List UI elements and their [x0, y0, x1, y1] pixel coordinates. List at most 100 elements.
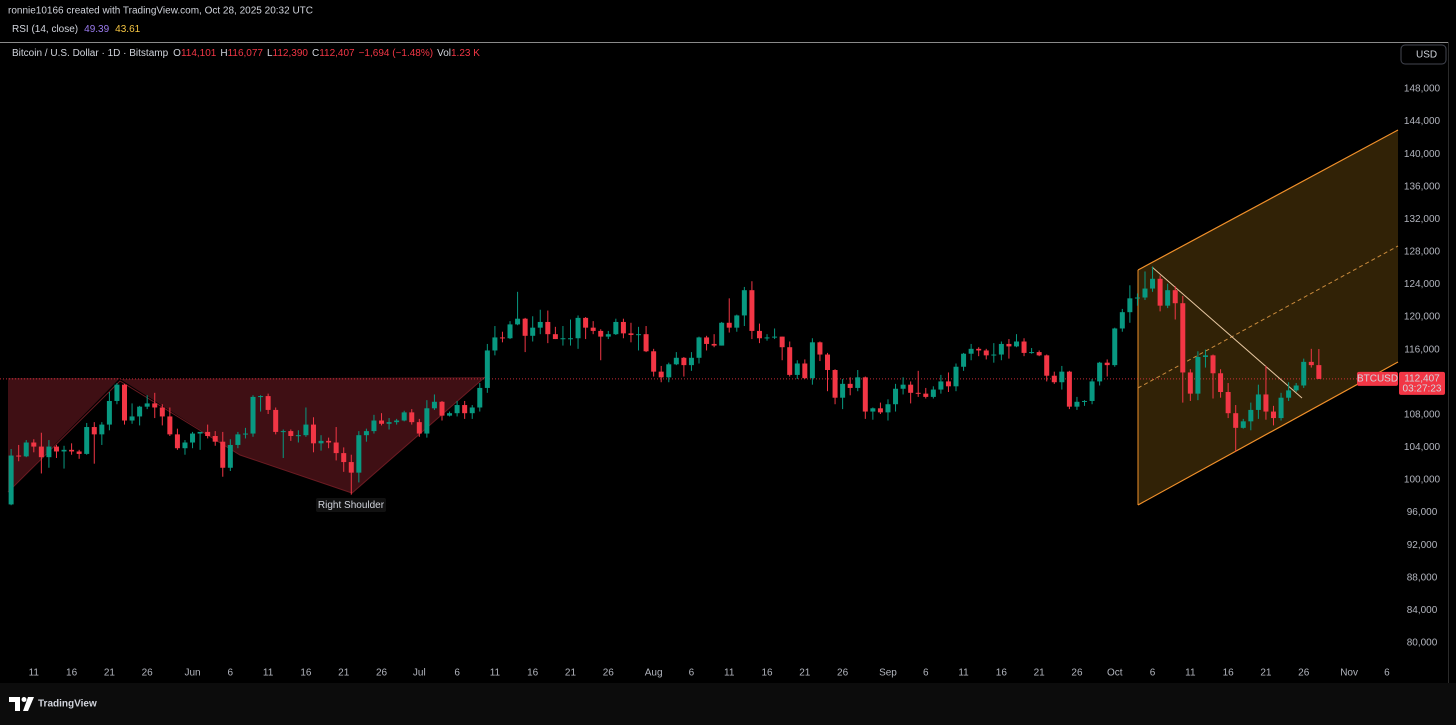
left-shoulder-fill: [8, 378, 120, 492]
candle-body: [756, 330, 762, 339]
x-tick-label: 6: [689, 668, 695, 679]
candle-body: [1218, 373, 1224, 393]
candle-body: [968, 348, 974, 354]
legend-value: 1.23 K: [451, 48, 480, 59]
candle-body: [1157, 278, 1163, 306]
candle-body: [379, 420, 385, 424]
legend-prefix: C: [312, 48, 319, 59]
candle-body: [303, 424, 309, 436]
indicator-value: 43.61: [115, 24, 140, 35]
last-price-label: 112,407: [1404, 374, 1440, 385]
candle-body: [91, 427, 97, 435]
candle-body: [1270, 411, 1276, 419]
y-tick-label: 140,000: [1404, 149, 1441, 160]
candle-body: [764, 337, 770, 339]
candle-body: [704, 337, 710, 344]
candle-body: [190, 433, 196, 443]
candle-body: [197, 431, 203, 434]
y-tick-label: 100,000: [1404, 475, 1441, 486]
candle-body: [205, 431, 211, 436]
candle-body: [696, 337, 702, 358]
candle-body: [1059, 371, 1065, 383]
candle-body: [1112, 328, 1118, 366]
candle-body: [1233, 413, 1239, 428]
candle-body: [560, 338, 566, 340]
candle-body: [99, 424, 105, 435]
candle-body: [893, 388, 899, 405]
candle-body: [409, 412, 415, 423]
x-tick-label: Jun: [184, 668, 200, 679]
candle-body: [53, 446, 59, 452]
logo-mark: [9, 697, 20, 711]
candle-body: [174, 434, 180, 449]
candle-body: [1225, 392, 1231, 414]
candle-body: [1210, 355, 1216, 374]
y-tick-label: 124,000: [1404, 279, 1441, 290]
candle-body: [643, 334, 649, 352]
candle-body: [628, 333, 634, 335]
candle-body: [953, 366, 959, 387]
candle-body: [961, 353, 967, 367]
currency[interactable]: USD: [1416, 50, 1437, 61]
candle-body: [23, 442, 29, 457]
currency-button[interactable]: [1400, 44, 1447, 65]
candle-body: [583, 317, 589, 328]
head-shoulder-fill: [120, 377, 485, 493]
footer-bar: [0, 683, 1456, 725]
x-tick-label: 16: [1223, 668, 1235, 679]
candle-body: [666, 364, 672, 378]
candle-body: [1104, 362, 1110, 366]
candle-body: [144, 403, 150, 407]
y-tick-label: 104,000: [1404, 442, 1441, 453]
x-tick-label: 16: [66, 668, 78, 679]
candle-body: [855, 377, 861, 388]
candle-body: [1036, 352, 1042, 356]
x-tick-label: Sep: [879, 668, 897, 679]
y-tick-label: 88,000: [1407, 572, 1438, 583]
candle-body: [862, 377, 868, 412]
candle-body: [159, 407, 165, 417]
x-tick-label: 11: [490, 668, 501, 679]
candle-body: [1248, 409, 1254, 422]
x-tick-label: 26: [1298, 668, 1310, 679]
candle-body: [295, 435, 301, 437]
candle-body: [356, 435, 362, 473]
x-tick-label: 26: [376, 668, 388, 679]
indicator-name: RSI (14, close): [12, 24, 78, 35]
candle-body: [1263, 394, 1269, 412]
x-tick-label: 26: [142, 668, 154, 679]
legend: Bitcoin / U.S. Dollar · 1D · Bitstamp O11…: [12, 48, 480, 59]
legend-prefix: L: [267, 48, 273, 59]
candle-body: [152, 403, 158, 408]
x-tick-label: 16: [996, 668, 1008, 679]
brand[interactable]: TradingView: [38, 699, 97, 710]
candle-body: [734, 315, 740, 328]
candle-body: [31, 442, 37, 447]
candle-body: [877, 408, 883, 413]
candle-body: [998, 343, 1004, 355]
y-tick-label: 128,000: [1404, 247, 1441, 258]
candle-body: [908, 384, 914, 393]
candle-body: [439, 401, 445, 416]
x-tick-label: 6: [228, 668, 234, 679]
candle-body: [235, 434, 241, 445]
candle-body: [658, 371, 664, 378]
candle-body: [825, 354, 831, 371]
candle-body: [1240, 421, 1246, 428]
candle-body: [976, 348, 982, 351]
candle-body: [167, 416, 173, 435]
legend-value: 116,077: [228, 48, 264, 59]
candle-body: [499, 337, 505, 339]
indicator-value: 49.39: [84, 24, 109, 35]
x-tick-label: 6: [1384, 668, 1390, 679]
candle-body: [431, 401, 437, 409]
candle-body: [1195, 356, 1201, 394]
candle-body: [1097, 362, 1103, 382]
candle-body: [280, 431, 286, 433]
y-tick-label: 84,000: [1407, 605, 1438, 616]
legend-value: 114,101: [181, 48, 217, 59]
candle-body: [983, 350, 989, 356]
indicator: RSI (14, close) 49.39 43.61: [12, 24, 141, 35]
candle-body: [1316, 365, 1322, 379]
candle-body: [220, 441, 226, 468]
